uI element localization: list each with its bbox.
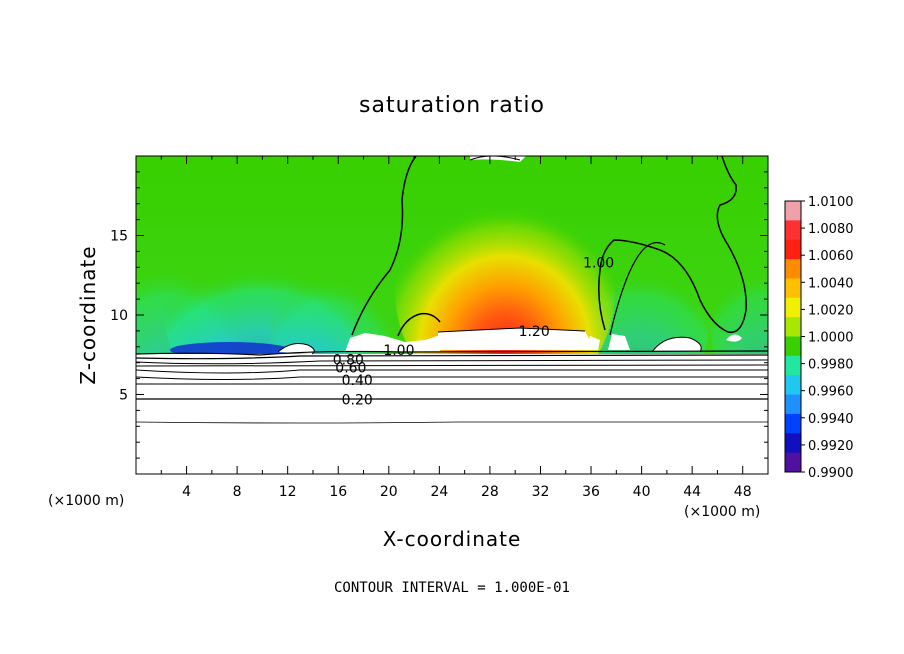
x-axis: 4 8 12 16 20 24 28 32 36 40 44 48 — [160, 156, 752, 500]
colorbar-swatch — [785, 278, 801, 299]
colorbar-label: 0.9920 — [808, 439, 854, 454]
contour-label: 0.20 — [342, 392, 373, 408]
x-tick-label: 8 — [233, 484, 242, 500]
x-tick-label: 40 — [633, 484, 651, 500]
y-axis-title: Z-coordinate — [76, 245, 100, 384]
contour-label: 1.20 — [519, 324, 550, 340]
colorbar-swatch — [785, 239, 801, 260]
x-unit-right: (×1000 m) — [684, 504, 760, 520]
x-tick-label: 44 — [683, 484, 701, 500]
colorbar-label: 1.0000 — [808, 331, 854, 346]
colorbar-label: 1.0040 — [808, 276, 854, 291]
colorbar-label: 0.9940 — [808, 412, 854, 427]
y-tick-label: 5 — [119, 388, 128, 404]
colorbar-swatch — [785, 375, 801, 396]
contour-label: 0.60 — [335, 360, 366, 376]
colorbar-swatch — [785, 259, 801, 279]
colorbar-swatch — [785, 394, 801, 415]
chart-title: saturation ratio — [359, 93, 545, 118]
contour-label: 0.80 — [333, 353, 364, 369]
x-tick-label: 16 — [329, 484, 347, 500]
x-tick-label: 20 — [380, 484, 398, 500]
y-axis: 5 10 15 — [110, 171, 768, 459]
colorbar-swatch — [785, 355, 801, 376]
colorbar-swatch — [785, 452, 801, 473]
contour-labels: 1.20 1.00 1.00 0.800.600.40 0.20 — [333, 256, 614, 409]
x-tick-label: 28 — [481, 484, 499, 500]
y-tick-label: 15 — [110, 229, 128, 245]
x-tick-label: 12 — [279, 484, 297, 500]
x-axis-title: X-coordinate — [383, 527, 522, 551]
colorbar-swatch — [785, 220, 801, 241]
x-tick-label: 4 — [182, 484, 191, 500]
colorbar-swatch — [785, 201, 801, 221]
colorbar-label: 1.0060 — [808, 249, 854, 264]
colorbar-swatch — [785, 336, 801, 357]
x-tick-label: 36 — [582, 484, 600, 500]
contour-interval-note: CONTOUR INTERVAL = 1.000E-01 — [334, 580, 570, 596]
colorbar-swatch — [785, 413, 801, 434]
colorbar-label: 1.0080 — [808, 222, 854, 237]
x-tick-label: 32 — [532, 484, 550, 500]
colorbar-swatch — [785, 297, 801, 318]
y-tick-label: 10 — [110, 308, 128, 324]
contour-label: 1.00 — [583, 256, 614, 272]
colorbar-label: 0.9980 — [808, 358, 854, 373]
colorbar-label: 0.9900 — [808, 466, 854, 481]
contour-label: 0.40 — [342, 373, 373, 389]
colorbar-label: 1.0100 — [808, 195, 854, 210]
heatmap-field — [136, 156, 768, 474]
contour-label: 1.00 — [383, 343, 414, 359]
x-tick-label: 48 — [734, 484, 752, 500]
colorbar-label: 1.0020 — [808, 303, 854, 318]
colorbar: 1.0100 1.0080 1.0060 1.0040 1.0020 1.0000 0.99… — [784, 195, 854, 481]
colorbar-swatch — [785, 433, 801, 454]
colorbar-label: 0.9960 — [808, 385, 854, 400]
x-unit-left: (×1000 m) — [48, 493, 124, 509]
colorbar-swatch — [785, 317, 801, 337]
x-tick-label: 24 — [430, 484, 448, 500]
